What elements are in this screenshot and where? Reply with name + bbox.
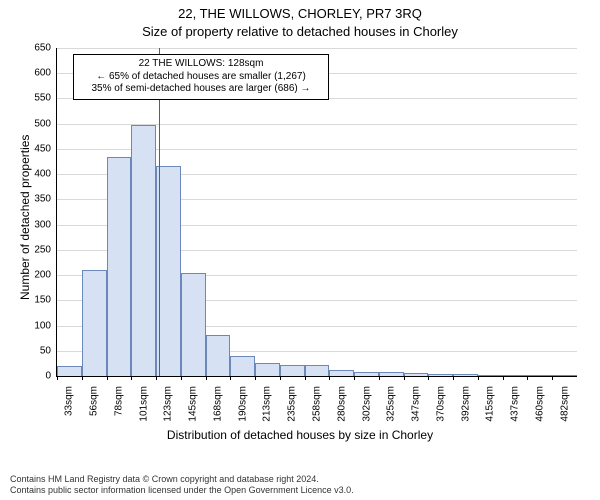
- x-tick-label: 145sqm: [188, 382, 199, 422]
- x-tick-label: 123sqm: [163, 382, 174, 422]
- x-tick-mark: [552, 376, 553, 380]
- x-tick-label: 302sqm: [361, 382, 372, 422]
- annotation-line: ← 65% of detached houses are smaller (1,…: [80, 71, 322, 84]
- histogram-bar: [230, 356, 255, 376]
- histogram-bar: [131, 125, 156, 376]
- page-subtitle: Size of property relative to detached ho…: [0, 24, 600, 39]
- histogram-bar: [255, 363, 280, 376]
- x-tick-mark: [280, 376, 281, 380]
- y-axis-label: Number of detached properties: [18, 135, 32, 300]
- x-tick-mark: [230, 376, 231, 380]
- x-tick-mark: [57, 376, 58, 380]
- x-tick-mark: [478, 376, 479, 380]
- footer-attribution: Contains HM Land Registry data © Crown c…: [10, 474, 590, 496]
- x-tick-label: 258sqm: [312, 382, 323, 422]
- histogram-bar: [379, 372, 404, 376]
- x-tick-mark: [156, 376, 157, 380]
- x-tick-label: 437sqm: [510, 382, 521, 422]
- y-tick-label: 0: [45, 371, 57, 382]
- histogram-bar: [57, 366, 82, 376]
- annotation-line: 22 THE WILLOWS: 128sqm: [80, 58, 322, 71]
- x-tick-mark: [428, 376, 429, 380]
- histogram-bar: [478, 375, 503, 377]
- histogram-bar: [354, 372, 379, 376]
- x-tick-mark: [503, 376, 504, 380]
- x-tick-label: 325sqm: [386, 382, 397, 422]
- x-tick-mark: [305, 376, 306, 380]
- histogram-bar: [82, 270, 107, 376]
- histogram-bar: [428, 374, 453, 376]
- x-tick-mark: [206, 376, 207, 380]
- x-tick-mark: [255, 376, 256, 380]
- y-tick-label: 450: [34, 143, 57, 154]
- x-tick-mark: [107, 376, 108, 380]
- x-tick-label: 33sqm: [64, 382, 75, 416]
- histogram-chart: 0501001502002503003504004505005506006503…: [56, 48, 577, 377]
- histogram-bar: [181, 273, 206, 376]
- x-tick-label: 213sqm: [262, 382, 273, 422]
- annotation-box: 22 THE WILLOWS: 128sqm← 65% of detached …: [73, 54, 329, 100]
- x-tick-mark: [453, 376, 454, 380]
- x-tick-label: 190sqm: [237, 382, 248, 422]
- x-tick-label: 370sqm: [435, 382, 446, 422]
- y-tick-label: 400: [34, 169, 57, 180]
- y-tick-label: 50: [40, 345, 57, 356]
- y-tick-label: 350: [34, 194, 57, 205]
- x-tick-label: 460sqm: [534, 382, 545, 422]
- x-tick-mark: [379, 376, 380, 380]
- y-tick-label: 150: [34, 295, 57, 306]
- gridline: [57, 48, 577, 49]
- x-tick-label: 347sqm: [411, 382, 422, 422]
- x-tick-mark: [329, 376, 330, 380]
- y-tick-label: 650: [34, 43, 57, 54]
- x-tick-label: 78sqm: [113, 382, 124, 416]
- footer-line-1: Contains HM Land Registry data © Crown c…: [10, 474, 590, 485]
- x-tick-mark: [131, 376, 132, 380]
- x-tick-mark: [82, 376, 83, 380]
- annotation-line: 35% of semi-detached houses are larger (…: [80, 83, 322, 96]
- x-tick-label: 56sqm: [89, 382, 100, 416]
- x-tick-label: 482sqm: [559, 382, 570, 422]
- histogram-bar: [329, 370, 354, 376]
- x-tick-label: 101sqm: [138, 382, 149, 422]
- x-tick-label: 235sqm: [287, 382, 298, 422]
- x-tick-mark: [181, 376, 182, 380]
- x-tick-mark: [404, 376, 405, 380]
- histogram-bar: [404, 373, 429, 376]
- y-tick-label: 500: [34, 118, 57, 129]
- y-tick-label: 200: [34, 270, 57, 281]
- y-tick-label: 550: [34, 93, 57, 104]
- histogram-bar: [527, 375, 552, 376]
- x-tick-label: 168sqm: [212, 382, 223, 422]
- page-title: 22, THE WILLOWS, CHORLEY, PR7 3RQ: [0, 6, 600, 21]
- histogram-bar: [280, 365, 305, 376]
- y-tick-label: 600: [34, 68, 57, 79]
- y-tick-label: 100: [34, 320, 57, 331]
- y-tick-label: 250: [34, 244, 57, 255]
- histogram-bar: [156, 166, 181, 376]
- x-tick-mark: [527, 376, 528, 380]
- footer-line-2: Contains public sector information licen…: [10, 485, 590, 496]
- x-tick-label: 280sqm: [336, 382, 347, 422]
- x-tick-mark: [354, 376, 355, 380]
- x-tick-label: 415sqm: [485, 382, 496, 422]
- x-tick-label: 392sqm: [460, 382, 471, 422]
- histogram-bar: [453, 374, 478, 376]
- y-tick-label: 300: [34, 219, 57, 230]
- x-axis-label: Distribution of detached houses by size …: [0, 428, 600, 442]
- histogram-bar: [305, 365, 330, 376]
- histogram-bar: [206, 335, 231, 376]
- histogram-bar: [503, 375, 528, 377]
- histogram-bar: [552, 375, 577, 376]
- histogram-bar: [107, 157, 132, 377]
